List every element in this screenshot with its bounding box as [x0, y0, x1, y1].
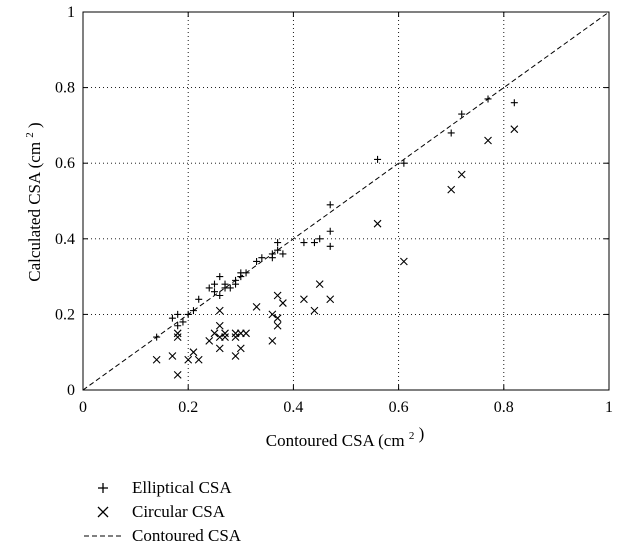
circular-point — [221, 333, 229, 341]
elliptical-point — [216, 292, 224, 299]
elliptical-point — [221, 280, 229, 288]
circular-point — [310, 306, 319, 315]
elliptical-point — [168, 314, 176, 322]
elliptical-point — [279, 250, 287, 258]
circular-point — [173, 333, 182, 341]
circular-point — [273, 314, 282, 323]
elliptical-point — [326, 201, 334, 209]
elliptical-point — [211, 280, 218, 288]
elliptical-point — [253, 257, 261, 265]
elliptical-point — [274, 239, 282, 247]
y-tick-label: 0.2 — [55, 306, 75, 323]
circular-point — [273, 321, 282, 330]
circular-point — [268, 310, 277, 319]
circular-point — [457, 170, 466, 179]
legend-label: Elliptical CSA — [132, 478, 232, 497]
reference-line — [82, 11, 610, 391]
x-tick-label: 0.6 — [389, 399, 409, 416]
circular-point — [278, 299, 287, 307]
elliptical-point — [326, 227, 334, 235]
elliptical-point — [316, 235, 324, 243]
x-tick-label: 0.2 — [178, 399, 198, 416]
x-tick-label: 0.8 — [494, 399, 514, 416]
elliptical-point — [300, 239, 308, 247]
elliptical-point — [179, 318, 187, 326]
legend: Elliptical CSA Circular CSA Contoured CS… — [78, 477, 378, 552]
x-tick-label: 0 — [79, 399, 87, 416]
circular-point — [510, 125, 519, 134]
circular-point — [168, 352, 177, 360]
legend-item-contoured: Contoured CSA — [78, 525, 241, 547]
x-axis-label: Contoured CSA (cm 2 ) — [266, 424, 425, 450]
circular-point — [215, 306, 224, 315]
elliptical-point — [458, 110, 466, 118]
legend-label: Contoured CSA — [132, 526, 242, 545]
circular-point — [173, 370, 182, 379]
axes-box — [82, 11, 610, 391]
x-tick-label: 0.4 — [283, 399, 303, 416]
elliptical-point — [310, 239, 318, 247]
legend-item-circular: Circular CSA — [78, 501, 225, 523]
circular-point — [231, 352, 240, 360]
circular-point — [210, 329, 219, 338]
elliptical-point — [205, 284, 213, 292]
circular-point — [399, 257, 408, 266]
y-tick-label: 0.4 — [55, 231, 75, 248]
legend-item-elliptical: Elliptical CSA — [78, 477, 232, 499]
plus-marker-icon — [98, 483, 108, 493]
circular-point — [215, 344, 224, 353]
circular-point — [173, 329, 182, 338]
circular-point — [300, 295, 308, 304]
dashed-line-icon — [84, 535, 124, 537]
y-tick-label: 0.8 — [55, 80, 75, 97]
y-tick-label: 0 — [67, 382, 75, 399]
circular-point — [484, 136, 492, 145]
circular-point — [373, 219, 382, 228]
plot-area — [82, 11, 610, 391]
circular-point — [242, 329, 250, 338]
circular-point — [152, 355, 161, 364]
elliptical-point — [216, 273, 224, 281]
elliptical-point — [510, 99, 518, 107]
elliptical-point — [226, 284, 234, 292]
circular-point — [189, 348, 198, 357]
circular-point — [221, 329, 229, 338]
y-axis-label: Calculated CSA (cm 2 ) — [18, 122, 44, 281]
elliptical-point — [258, 254, 266, 262]
circular-point — [184, 355, 193, 364]
circular-point — [194, 355, 203, 364]
circular-point — [231, 333, 240, 341]
circular-point — [315, 280, 324, 289]
elliptical-point — [274, 246, 282, 254]
circular-point — [205, 336, 214, 345]
elliptical-point — [211, 288, 218, 296]
x-tick-label: 1 — [605, 399, 613, 416]
circular-point — [447, 185, 456, 194]
y-tick-label: 1 — [67, 4, 75, 21]
scatter-chart: 0 0.2 0.4 0.6 0.8 1 0 0.2 0.4 0.6 0.8 1 Contoured C… — [18, 4, 613, 450]
elliptical-point — [174, 322, 182, 330]
circular-point — [252, 302, 261, 311]
elliptical-point — [195, 295, 203, 303]
circular-point — [268, 336, 277, 345]
legend-label: Circular CSA — [132, 502, 226, 521]
y-tick-label: 0.6 — [55, 155, 75, 172]
axis-ticks: 0 0.2 0.4 0.6 0.8 1 0 0.2 0.4 0.6 0.8 1 — [55, 4, 613, 416]
cross-marker-icon — [97, 506, 109, 518]
elliptical-point — [400, 159, 408, 167]
circular-point — [215, 321, 224, 330]
circular-point — [236, 344, 245, 353]
elliptical-point — [174, 310, 182, 318]
elliptical-point — [326, 242, 334, 250]
elliptical-point — [447, 129, 455, 137]
circular-point — [326, 295, 335, 304]
circular-point — [273, 291, 282, 300]
elliptical-point — [374, 155, 382, 163]
